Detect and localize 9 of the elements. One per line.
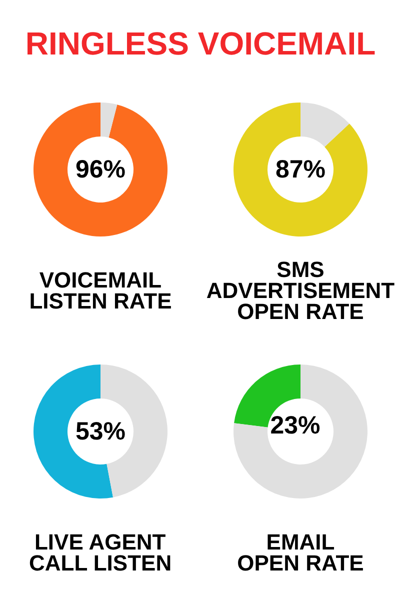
text: LIVE AGENT CALL LISTEN — [29, 530, 172, 576]
text: SMS ADVERTISEMENT OPEN RATE — [206, 257, 396, 324]
text: EMAIL OPEN RATE — [237, 530, 364, 576]
data-label: 87% — [275, 156, 326, 184]
data-label: 96% — [75, 156, 126, 184]
data-label: 23% — [270, 412, 320, 440]
text: VOICEMAIL LISTEN RATE — [29, 268, 172, 314]
text: RINGLESS VOICEMAIL — [25, 26, 376, 62]
data-label: 53% — [75, 418, 126, 446]
